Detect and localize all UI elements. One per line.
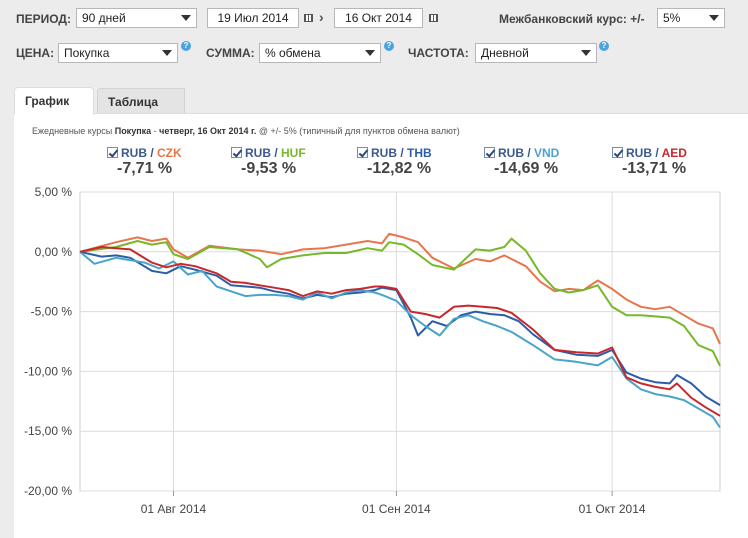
- legend-base: RUB: [121, 146, 147, 160]
- legend-item-aed[interactable]: RUB / AED -13,71 %: [612, 146, 722, 178]
- legend-change: -9,53 %: [241, 160, 297, 177]
- checkbox-checked-icon[interactable]: [231, 147, 242, 158]
- help-icon[interactable]: ?: [181, 41, 191, 51]
- legend-sep: /: [147, 146, 158, 160]
- legend-base: RUB: [626, 146, 652, 160]
- interbank-select[interactable]: 5%: [657, 8, 725, 28]
- calendar-icon[interactable]: [304, 14, 313, 22]
- y-tick-label: -15,00 %: [24, 424, 72, 438]
- legend-sep: /: [652, 146, 662, 160]
- subtitle-price: Покупка: [114, 126, 152, 136]
- legend-quote: HUF: [281, 146, 306, 160]
- sum-label: СУММА:: [206, 46, 255, 60]
- price-value: Покупка: [64, 46, 110, 60]
- sum-value: % обмена: [265, 46, 321, 60]
- subtitle-sep: -: [151, 126, 160, 136]
- series-line-thb: [79, 250, 721, 406]
- chevron-down-icon: [365, 50, 375, 56]
- checkbox-checked-icon[interactable]: [107, 147, 118, 158]
- checkbox-checked-icon[interactable]: [612, 147, 623, 158]
- legend-quote: VND: [534, 146, 560, 160]
- y-tick-label: -5,00 %: [31, 305, 73, 319]
- legend-quote: AED: [661, 146, 687, 160]
- series-line-czk: [79, 232, 721, 345]
- series-line-aed: [79, 246, 721, 417]
- help-icon[interactable]: ?: [384, 41, 394, 51]
- period-select[interactable]: 90 дней: [76, 8, 197, 28]
- legend-change: -12,82 %: [367, 160, 432, 177]
- interbank-value: 5%: [663, 11, 681, 25]
- y-tick-label: -10,00 %: [24, 364, 72, 378]
- legend-sep: /: [271, 146, 282, 160]
- legend-change: -7,71 %: [117, 160, 173, 177]
- legend-change: -14,69 %: [494, 160, 559, 177]
- subtitle-prefix: Ежедневные курсы: [32, 126, 113, 136]
- interbank-label: Межбанковский курс: +/-: [499, 12, 645, 26]
- price-label: ЦЕНА:: [16, 46, 55, 60]
- legend-item-thb[interactable]: RUB / THB -12,82 %: [357, 146, 467, 178]
- checkbox-checked-icon[interactable]: [484, 147, 495, 158]
- chart-subtitle: Ежедневные курсы Покупка - четверг, 16 О…: [32, 126, 460, 136]
- legend-sep: /: [397, 146, 408, 160]
- legend-item-czk[interactable]: RUB / CZK -7,71 %: [107, 146, 217, 178]
- legend-base: RUB: [498, 146, 524, 160]
- series-line-vnd: [79, 251, 721, 429]
- y-tick-label: 0,00 %: [35, 245, 73, 259]
- frequency-select[interactable]: Дневной: [475, 43, 597, 63]
- help-icon[interactable]: ?: [599, 41, 609, 51]
- legend-base: RUB: [245, 146, 271, 160]
- legend-sep: /: [524, 146, 535, 160]
- chevron-down-icon: [162, 50, 172, 56]
- y-tick-label: -20,00 %: [24, 484, 72, 498]
- legend-base: RUB: [371, 146, 397, 160]
- date-to-input[interactable]: 16 Окт 2014: [334, 8, 423, 28]
- x-tick-label: 01 Авг 2014: [141, 502, 207, 516]
- tab-table-slant: [168, 88, 184, 114]
- date-from-input[interactable]: 19 Июл 2014: [207, 8, 299, 28]
- frequency-label: ЧАСТОТА:: [408, 46, 469, 60]
- chevron-down-icon: [181, 15, 191, 21]
- calendar-icon[interactable]: [429, 14, 438, 22]
- sum-select[interactable]: % обмена: [259, 43, 381, 63]
- date-range-arrow: ›: [319, 9, 324, 25]
- legend-item-huf[interactable]: RUB / HUF -9,53 %: [231, 146, 341, 178]
- series-line-huf: [79, 237, 721, 367]
- chevron-down-icon: [581, 50, 591, 56]
- y-tick-label: 5,00 %: [35, 185, 73, 199]
- tab-chart[interactable]: График: [14, 87, 94, 115]
- plot-area: [79, 191, 721, 492]
- x-tick-label: 01 Сен 2014: [362, 502, 431, 516]
- checkbox-checked-icon[interactable]: [357, 147, 368, 158]
- price-select[interactable]: Покупка: [58, 43, 178, 63]
- legend-change: -13,71 %: [622, 160, 687, 177]
- chevron-down-icon: [709, 15, 719, 21]
- period-value: 90 дней: [82, 11, 126, 25]
- x-tick-label: 01 Окт 2014: [579, 502, 646, 516]
- subtitle-date: четверг, 16 Окт 2014 г.: [159, 126, 257, 136]
- subtitle-suffix: @ +/- 5% (типичный для пунктов обмена ва…: [256, 126, 460, 136]
- legend-quote: THB: [407, 146, 432, 160]
- period-label: ПЕРИОД:: [16, 12, 71, 26]
- legend-quote: CZK: [157, 146, 182, 160]
- legend-item-vnd[interactable]: RUB / VND -14,69 %: [484, 146, 594, 178]
- frequency-value: Дневной: [481, 46, 529, 60]
